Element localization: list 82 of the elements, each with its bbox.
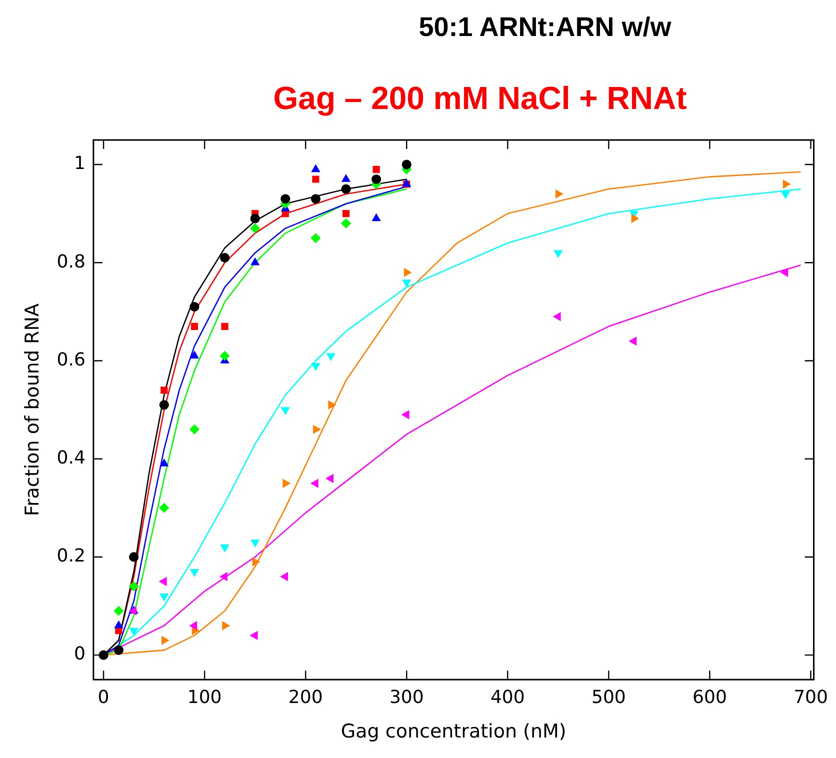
x-axis-title: Gag concentration (nM)	[340, 720, 566, 743]
point	[250, 224, 260, 234]
point	[404, 268, 412, 277]
point	[250, 631, 258, 640]
x-tick-label: 200	[288, 687, 323, 708]
chart-subtitle: Gag – 200 mM NaCl + RNAt	[272, 80, 688, 117]
point	[402, 410, 410, 419]
point	[402, 280, 411, 288]
point	[162, 636, 169, 645]
point	[310, 479, 318, 488]
point	[250, 214, 260, 224]
point	[220, 544, 229, 552]
point	[631, 214, 639, 223]
point	[326, 474, 334, 483]
point	[160, 594, 168, 602]
point	[781, 191, 790, 199]
point	[553, 312, 561, 321]
point	[190, 351, 199, 358]
point	[312, 176, 320, 183]
y-axis-title: Fraction of bound RNA	[21, 304, 44, 516]
point	[280, 572, 288, 581]
x-tick-label: 500	[592, 687, 626, 708]
point	[222, 621, 230, 630]
x-tick-label: 0	[98, 687, 110, 708]
point	[282, 479, 290, 488]
point	[311, 164, 320, 172]
point	[159, 577, 167, 586]
point	[554, 250, 562, 258]
y-tick-label: 1	[74, 153, 86, 174]
point	[341, 184, 351, 194]
point	[281, 407, 290, 415]
point	[114, 645, 124, 655]
point	[190, 424, 200, 434]
y-tick-label: 0.8	[56, 251, 86, 272]
y-tick-label: 0.6	[56, 349, 86, 370]
point	[220, 572, 228, 581]
point	[372, 214, 381, 222]
point	[280, 194, 290, 204]
point	[341, 218, 351, 228]
point	[220, 252, 230, 263]
x-tick-label: 400	[490, 687, 525, 708]
point	[310, 233, 320, 243]
point	[250, 540, 260, 548]
point	[311, 363, 320, 370]
point	[342, 210, 350, 218]
point	[160, 458, 168, 466]
point	[190, 621, 198, 630]
point	[98, 650, 108, 660]
y-tick-label: 0.2	[56, 546, 86, 567]
point	[220, 351, 230, 361]
point	[252, 558, 260, 566]
y-tick-label: 0.4	[56, 448, 86, 469]
chart-title: 50:1 ARNt:ARN w/w	[418, 12, 672, 43]
x-tick-label: 300	[389, 687, 424, 708]
point	[629, 336, 637, 346]
point	[190, 302, 200, 312]
point	[160, 386, 168, 394]
point	[402, 160, 412, 170]
point	[782, 180, 790, 188]
point	[190, 569, 199, 576]
point	[221, 322, 228, 330]
y-tick-label: 0	[74, 644, 86, 665]
point	[372, 174, 382, 184]
point	[313, 425, 320, 434]
point	[342, 174, 350, 182]
x-tick-label: 100	[187, 687, 222, 708]
point	[159, 503, 169, 513]
point	[190, 322, 198, 330]
point	[372, 166, 380, 173]
x-tick-label: 700	[794, 687, 828, 708]
x-tick-label: 600	[692, 687, 727, 708]
point	[159, 400, 169, 410]
point	[310, 194, 320, 204]
point	[780, 268, 788, 277]
point	[556, 190, 563, 198]
point	[130, 628, 138, 636]
point	[114, 606, 124, 616]
point	[250, 258, 260, 266]
point	[114, 620, 123, 628]
point	[326, 353, 336, 361]
point	[328, 400, 336, 410]
point	[129, 552, 139, 562]
